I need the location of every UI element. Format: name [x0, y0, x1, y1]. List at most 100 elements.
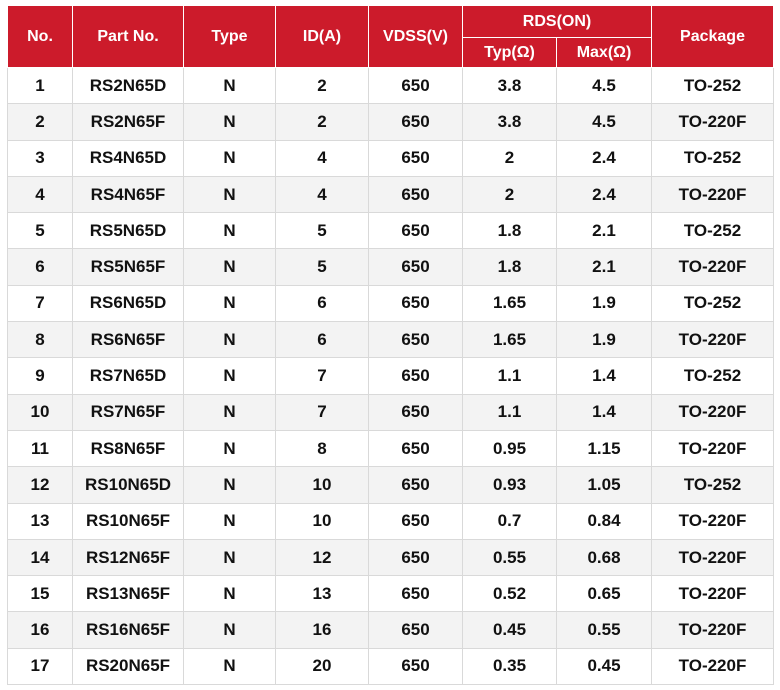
- table-cell: TO-252: [651, 212, 774, 250]
- table-cell: TO-220F: [651, 611, 774, 649]
- table-cell: 0.93: [462, 466, 557, 504]
- table-cell: 1.8: [462, 212, 557, 250]
- table-cell: N: [183, 321, 276, 359]
- table-cell: 2.4: [556, 175, 652, 214]
- table-cell: 2: [7, 103, 73, 141]
- table-row: 2 RS2N65F N 2 650 3.8 4.5 TO-220F: [7, 103, 774, 141]
- table-cell: 5: [275, 248, 369, 286]
- table-cell: 650: [368, 248, 463, 286]
- table-cell: TO-252: [651, 66, 774, 105]
- table-cell: 0.68: [556, 538, 652, 577]
- table-cell: RS13N65F: [72, 575, 184, 613]
- table-cell: TO-220F: [651, 538, 774, 577]
- header-subcell: Max(Ω): [556, 37, 652, 68]
- table-cell: 2: [462, 175, 557, 214]
- table-cell: RS4N65D: [72, 139, 184, 177]
- table-cell: RS10N65F: [72, 502, 184, 540]
- table-row: 14 RS12N65F N 12 650 0.55 0.68 TO-220F: [7, 538, 774, 577]
- table-cell: TO-220F: [651, 502, 774, 540]
- table-cell: 7: [7, 284, 73, 323]
- table-cell: N: [183, 538, 276, 577]
- table-row: 1 RS2N65D N 2 650 3.8 4.5 TO-252: [7, 66, 774, 105]
- table-cell: 650: [368, 66, 463, 105]
- table-cell: RS4N65F: [72, 175, 184, 214]
- table-cell: TO-220F: [651, 248, 774, 286]
- table-cell: 20: [275, 647, 369, 686]
- table-cell: RS6N65F: [72, 321, 184, 359]
- table-row: 12 RS10N65D N 10 650 0.93 1.05 TO-252: [7, 466, 774, 504]
- header-cell: Part No.: [72, 5, 184, 68]
- table-cell: 6: [275, 321, 369, 359]
- table-cell: N: [183, 103, 276, 141]
- table-row: 16 RS16N65F N 16 650 0.45 0.55 TO-220F: [7, 611, 774, 649]
- table-cell: 0.84: [556, 502, 652, 540]
- table-cell: 650: [368, 538, 463, 577]
- table-cell: RS12N65F: [72, 538, 184, 577]
- table-row: 8 RS6N65F N 6 650 1.65 1.9 TO-220F: [7, 321, 774, 359]
- table-cell: 650: [368, 139, 463, 177]
- table-cell: 650: [368, 575, 463, 613]
- table-cell: 0.52: [462, 575, 557, 613]
- table-cell: TO-220F: [651, 103, 774, 141]
- table-cell: RS16N65F: [72, 611, 184, 649]
- table-cell: 0.55: [556, 611, 652, 649]
- table-cell: 9: [7, 357, 73, 395]
- table-cell: N: [183, 575, 276, 613]
- table-cell: N: [183, 212, 276, 250]
- table-cell: 10: [275, 502, 369, 540]
- table-cell: N: [183, 357, 276, 395]
- table-cell: N: [183, 502, 276, 540]
- table-row: 13 RS10N65F N 10 650 0.7 0.84 TO-220F: [7, 502, 774, 540]
- header-cell: ID(A): [275, 5, 369, 68]
- table-cell: RS6N65D: [72, 284, 184, 323]
- table-cell: 14: [7, 538, 73, 577]
- table-cell: N: [183, 66, 276, 105]
- header-cell: VDSS(V): [368, 5, 463, 68]
- table-cell: 11: [7, 429, 73, 468]
- table-cell: TO-220F: [651, 647, 774, 686]
- table-cell: 1.15: [556, 429, 652, 468]
- table-cell: 3: [7, 139, 73, 177]
- table-cell: 2: [462, 139, 557, 177]
- table-cell: RS20N65F: [72, 647, 184, 686]
- table-cell: 8: [275, 429, 369, 468]
- table-cell: N: [183, 284, 276, 323]
- table-cell: 2.4: [556, 139, 652, 177]
- table-cell: 650: [368, 502, 463, 540]
- table-cell: 17: [7, 647, 73, 686]
- table-cell: 0.95: [462, 429, 557, 468]
- table-cell: 4: [7, 175, 73, 214]
- table-cell: 650: [368, 357, 463, 395]
- table-cell: N: [183, 647, 276, 686]
- table-cell: 1.65: [462, 321, 557, 359]
- table-cell: 0.45: [556, 647, 652, 686]
- table-cell: 5: [275, 212, 369, 250]
- table-cell: 2: [275, 66, 369, 105]
- header-row: No. Part No. Type ID(A) VDSS(V) RDS(ON) …: [7, 5, 774, 68]
- table-cell: RS2N65D: [72, 66, 184, 105]
- table-cell: N: [183, 429, 276, 468]
- table-cell: 650: [368, 321, 463, 359]
- table-cell: 2.1: [556, 212, 652, 250]
- table-row: 9 RS7N65D N 7 650 1.1 1.4 TO-252: [7, 357, 774, 395]
- table-cell: 7: [275, 393, 369, 431]
- table-cell: 1.8: [462, 248, 557, 286]
- table-cell: N: [183, 139, 276, 177]
- table-cell: RS5N65D: [72, 212, 184, 250]
- table-cell: 1.05: [556, 466, 652, 504]
- table-cell: 5: [7, 212, 73, 250]
- table-cell: 6: [7, 248, 73, 286]
- table-cell: 1.9: [556, 284, 652, 323]
- spec-table: No. Part No. Type ID(A) VDSS(V) RDS(ON) …: [7, 5, 774, 686]
- table-cell: 650: [368, 103, 463, 141]
- table-cell: 0.65: [556, 575, 652, 613]
- table-cell: 8: [7, 321, 73, 359]
- table-header: No. Part No. Type ID(A) VDSS(V) RDS(ON) …: [7, 5, 774, 68]
- table-row: 5 RS5N65D N 5 650 1.8 2.1 TO-252: [7, 212, 774, 250]
- table-cell: 16: [7, 611, 73, 649]
- table-cell: N: [183, 248, 276, 286]
- table-cell: 4: [275, 175, 369, 214]
- table-row: 15 RS13N65F N 13 650 0.52 0.65 TO-220F: [7, 575, 774, 613]
- table-cell: N: [183, 393, 276, 431]
